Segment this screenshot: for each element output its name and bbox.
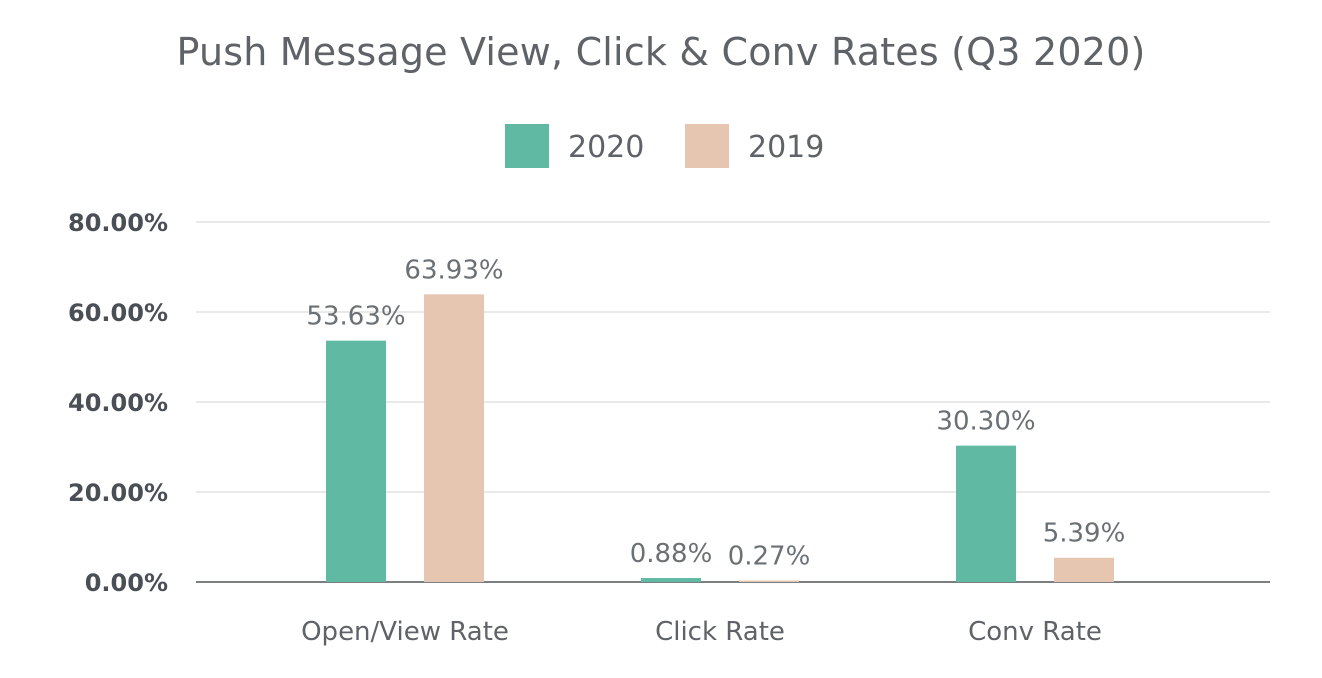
data-label: 0.27% (728, 542, 811, 572)
y-axis-ticks: 0.00% 20.00% 40.00% 60.00% 80.00% (68, 209, 168, 597)
bar-2019 (1054, 557, 1114, 582)
bar-2019 (424, 294, 484, 582)
legend-swatch-2019 (685, 124, 729, 168)
legend-label: 2019 (748, 130, 824, 165)
data-label: 30.30% (936, 407, 1035, 437)
y-tick-label: 80.00% (68, 209, 168, 237)
y-tick-label: 20.00% (68, 479, 168, 507)
x-category-label: Conv Rate (968, 617, 1102, 647)
data-labels-layer: 53.63% 63.93% 0.88% 0.27% 30.30% 5.39% (306, 255, 1125, 571)
data-label: 5.39% (1043, 519, 1126, 549)
bar-2020 (641, 578, 701, 582)
legend: 2020 2019 (505, 124, 824, 168)
y-tick-label: 60.00% (68, 299, 168, 327)
chart-title: Push Message View, Click & Conv Rates (Q… (176, 30, 1146, 74)
bars-layer (326, 294, 1114, 582)
x-axis-categories: Open/View Rate Click Rate Conv Rate (301, 617, 1102, 647)
legend-label: 2020 (568, 130, 644, 165)
y-tick-label: 40.00% (68, 389, 168, 417)
data-label: 63.93% (404, 255, 503, 285)
y-tick-label: 0.00% (85, 569, 168, 597)
bar-2019 (739, 580, 799, 582)
data-label: 0.88% (630, 539, 713, 569)
legend-swatch-2020 (505, 124, 549, 168)
bar-2020 (326, 340, 386, 582)
x-category-label: Open/View Rate (301, 617, 509, 647)
x-category-label: Click Rate (655, 617, 785, 647)
bar-2020 (956, 445, 1016, 582)
data-label: 53.63% (306, 302, 405, 332)
